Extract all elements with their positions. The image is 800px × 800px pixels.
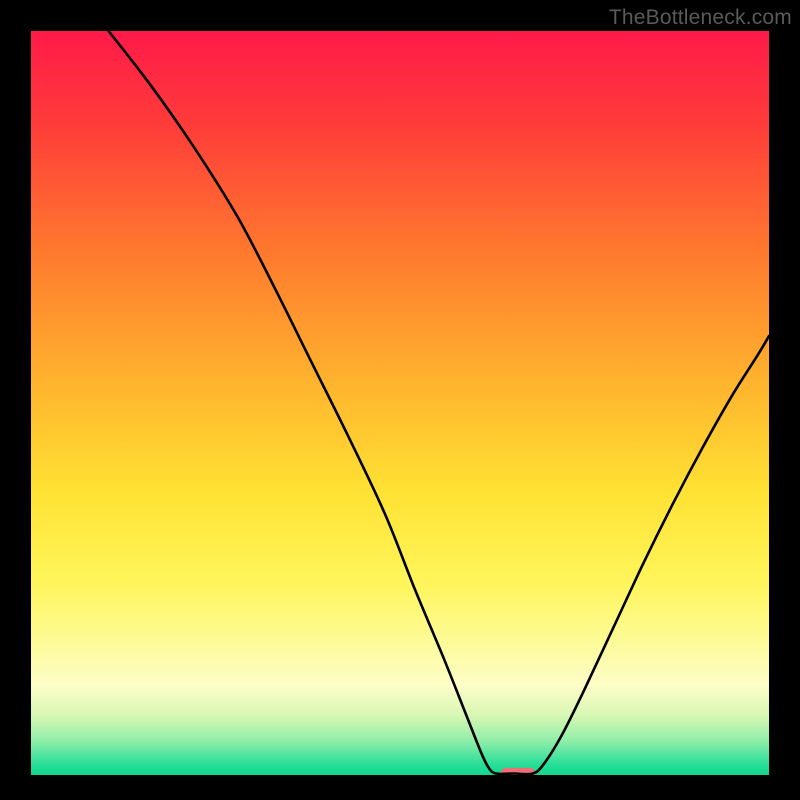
bottleneck-chart xyxy=(0,0,800,800)
chart-plot-background xyxy=(31,31,769,775)
watermark-label: TheBottleneck.com xyxy=(609,6,792,30)
chart-canvas-wrap: TheBottleneck.com xyxy=(0,0,800,800)
